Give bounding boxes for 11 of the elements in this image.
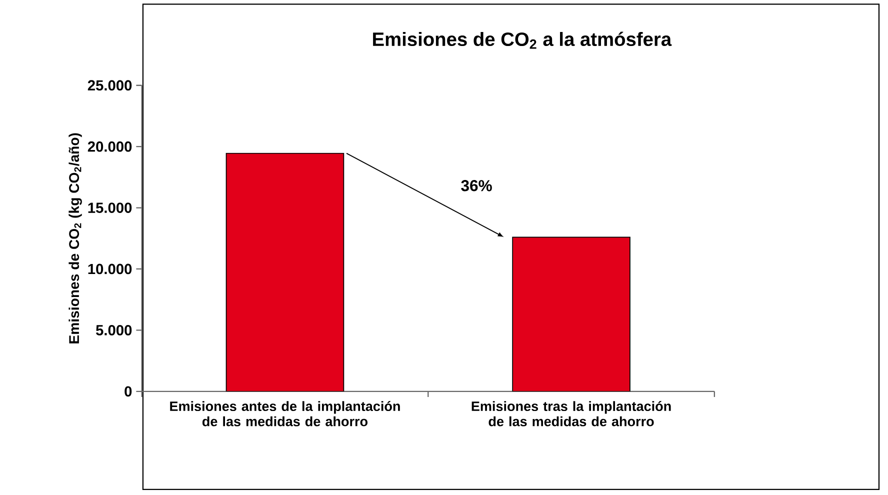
y-tick-label: 15.000 <box>88 202 132 214</box>
chart-title: Emisiones de CO$_{2}$ a la atmósfera <box>373 32 672 50</box>
y-axis-title: Emisiones de CO$_{2}$ (kg CO$_{2}$/año) <box>68 133 82 344</box>
y-tick-label: 5.000 <box>96 325 132 336</box>
y-tick-label: 25.000 <box>88 80 132 91</box>
y-tick-label: 10.000 <box>88 264 132 274</box>
x-tick-label: Emisiones antes de la implantación de las medidas de ahorro <box>170 401 400 427</box>
x-tick-label: Emisiones tras la implantación de las medidas de ahorro <box>472 401 671 427</box>
y-tick-label: 20.000 <box>88 142 132 152</box>
annotation: 36% <box>461 180 492 192</box>
y-tick-label: 0 <box>124 386 132 397</box>
